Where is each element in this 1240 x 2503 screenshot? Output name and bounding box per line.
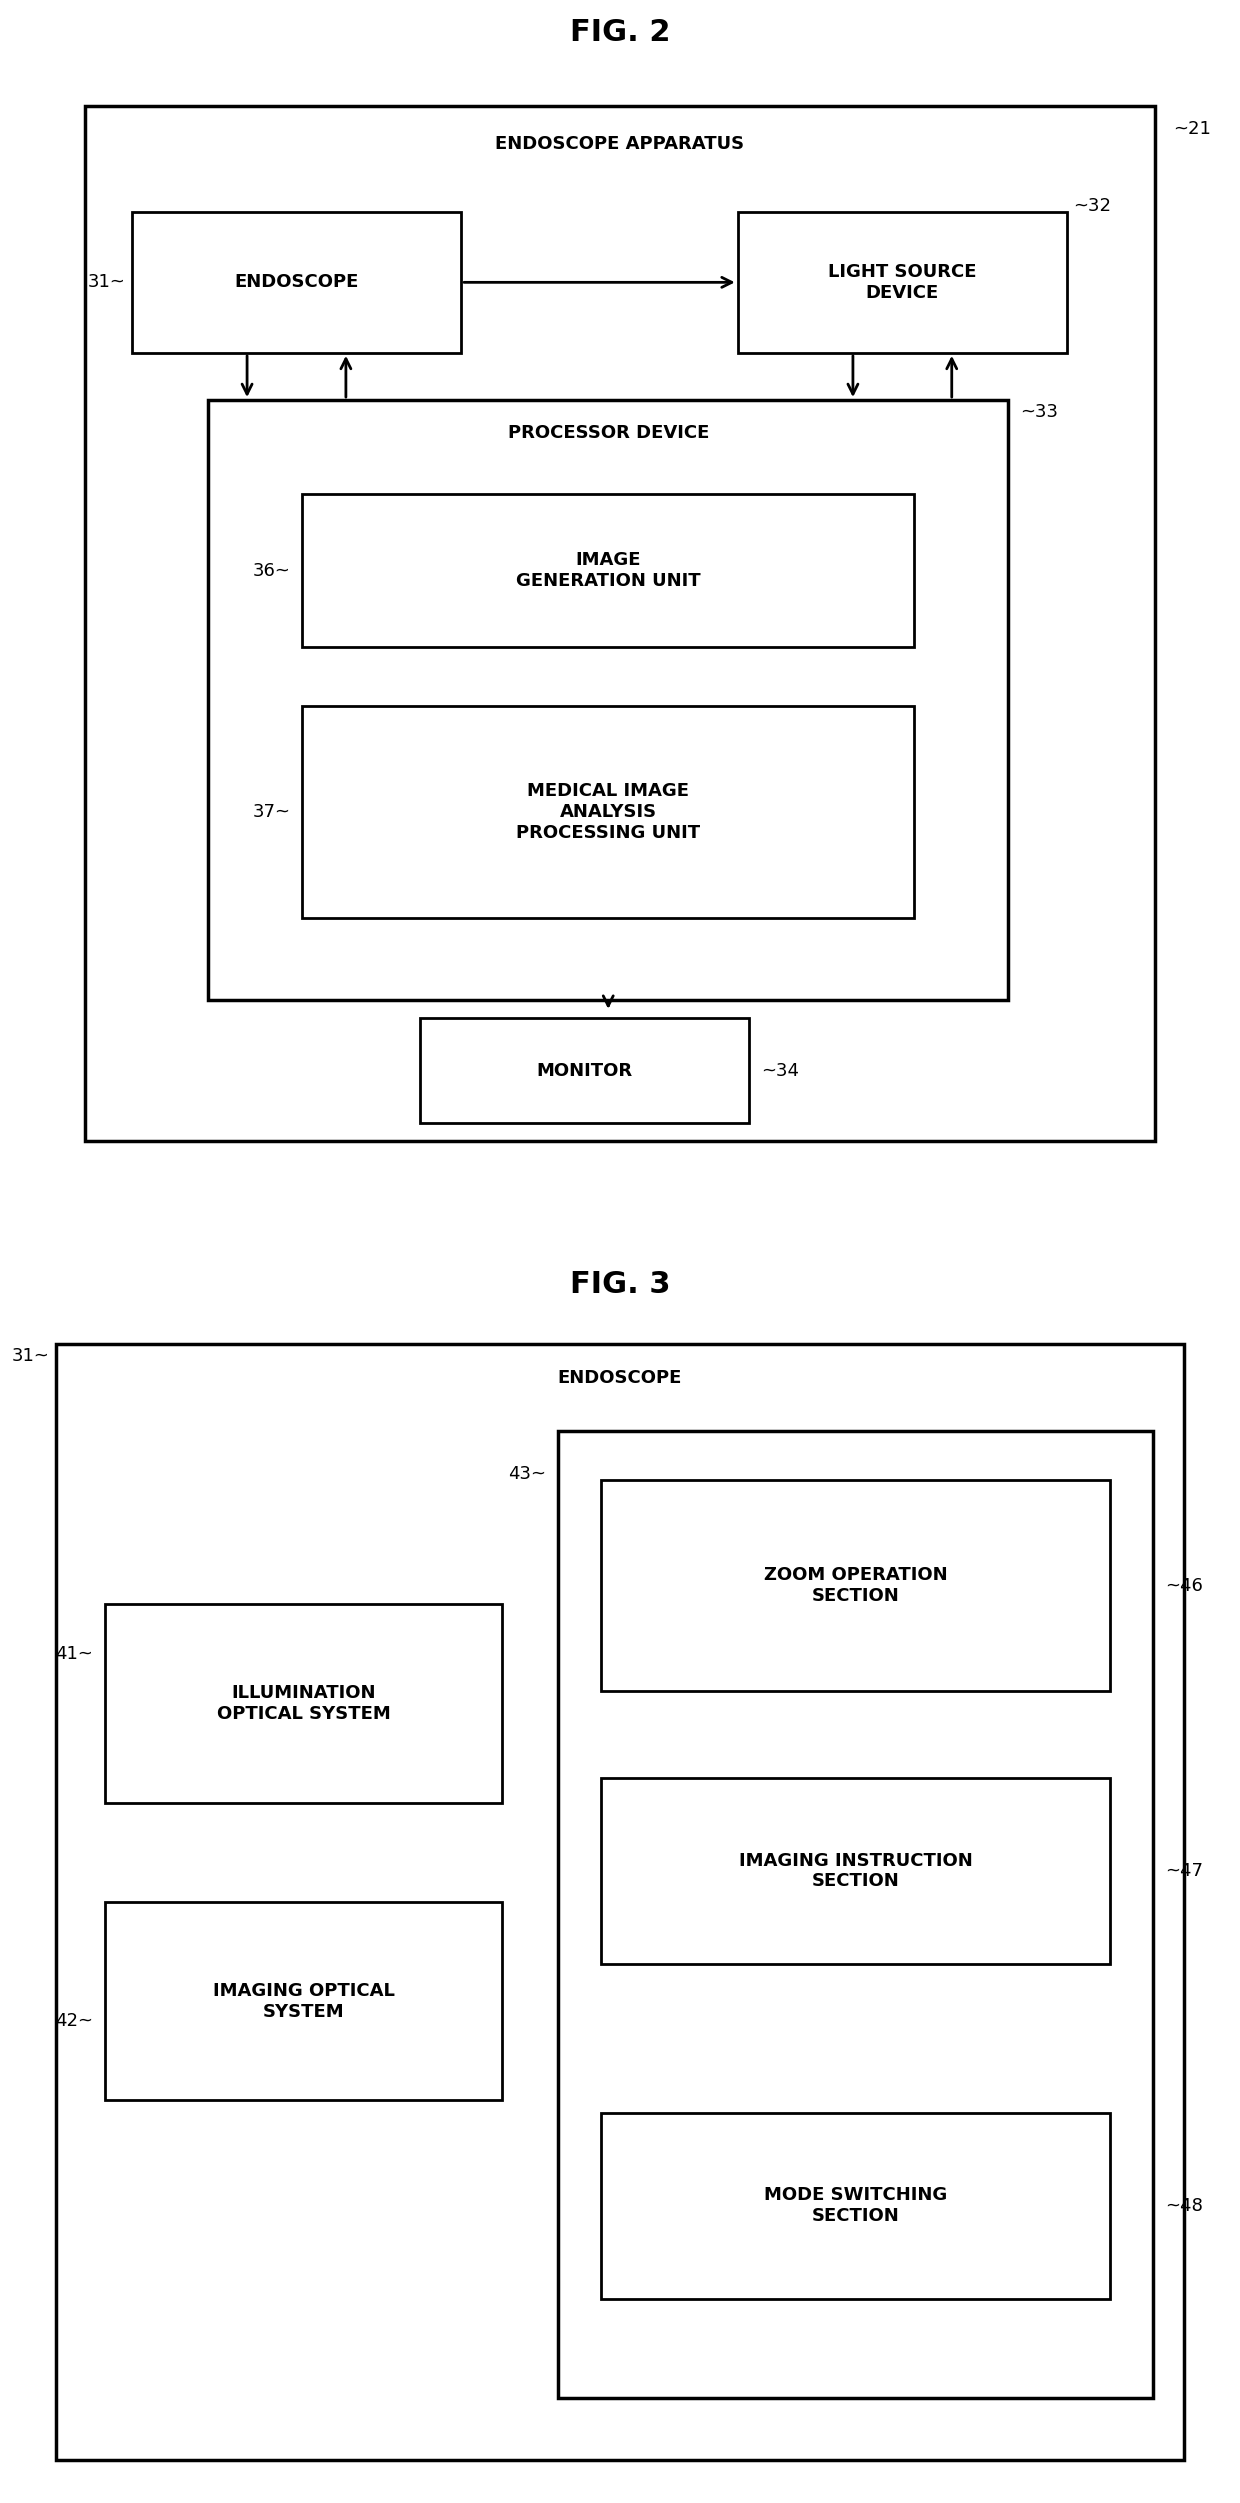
Text: MEDICAL IMAGE
ANALYSIS
PROCESSING UNIT: MEDICAL IMAGE ANALYSIS PROCESSING UNIT	[516, 781, 701, 841]
Text: ~46: ~46	[1166, 1577, 1204, 1594]
Text: 42~: 42~	[55, 2012, 93, 2030]
Text: ~34: ~34	[761, 1061, 799, 1079]
Text: ~48: ~48	[1166, 2198, 1204, 2215]
Text: ~33: ~33	[1021, 403, 1058, 421]
Text: MODE SWITCHING
SECTION: MODE SWITCHING SECTION	[764, 2188, 947, 2225]
Bar	[105, 1902, 502, 2100]
Text: FIG. 3: FIG. 3	[569, 1269, 671, 1299]
Text: PROCESSOR DEVICE: PROCESSOR DEVICE	[507, 423, 709, 441]
Text: 41~: 41~	[55, 1644, 93, 1662]
Text: 31~: 31~	[88, 273, 126, 290]
Text: ~21: ~21	[1173, 120, 1210, 138]
Text: ENDOSCOPE: ENDOSCOPE	[558, 1369, 682, 1387]
Text: 43~: 43~	[507, 1464, 546, 1484]
Bar	[601, 2113, 1110, 2298]
Text: IMAGING OPTICAL
SYSTEM: IMAGING OPTICAL SYSTEM	[213, 1982, 394, 2020]
Bar	[601, 1479, 1110, 1692]
Text: ILLUMINATION
OPTICAL SYSTEM: ILLUMINATION OPTICAL SYSTEM	[217, 1685, 391, 1722]
Bar	[420, 1019, 749, 1124]
Text: 36~: 36~	[253, 561, 290, 581]
Bar	[131, 213, 461, 353]
Bar	[303, 493, 914, 646]
Bar	[105, 1604, 502, 1802]
Text: IMAGING INSTRUCTION
SECTION: IMAGING INSTRUCTION SECTION	[739, 1852, 972, 1890]
Bar	[84, 105, 1156, 1141]
Text: ~32: ~32	[1073, 198, 1111, 215]
Bar	[601, 1777, 1110, 1965]
Text: MONITOR: MONITOR	[537, 1061, 632, 1079]
Text: FIG. 2: FIG. 2	[569, 18, 671, 48]
Text: 31~: 31~	[11, 1347, 50, 1367]
Text: ZOOM OPERATION
SECTION: ZOOM OPERATION SECTION	[764, 1567, 947, 1604]
Text: 37~: 37~	[253, 803, 290, 821]
Bar	[303, 706, 914, 919]
Text: ~47: ~47	[1166, 1862, 1204, 1880]
Text: LIGHT SOURCE
DEVICE: LIGHT SOURCE DEVICE	[828, 263, 977, 303]
Bar	[558, 1432, 1153, 2398]
Text: ENDOSCOPE APPARATUS: ENDOSCOPE APPARATUS	[496, 135, 744, 153]
Text: ENDOSCOPE: ENDOSCOPE	[234, 273, 358, 290]
Bar	[208, 400, 1008, 999]
Bar	[738, 213, 1068, 353]
Text: IMAGE
GENERATION UNIT: IMAGE GENERATION UNIT	[516, 551, 701, 591]
